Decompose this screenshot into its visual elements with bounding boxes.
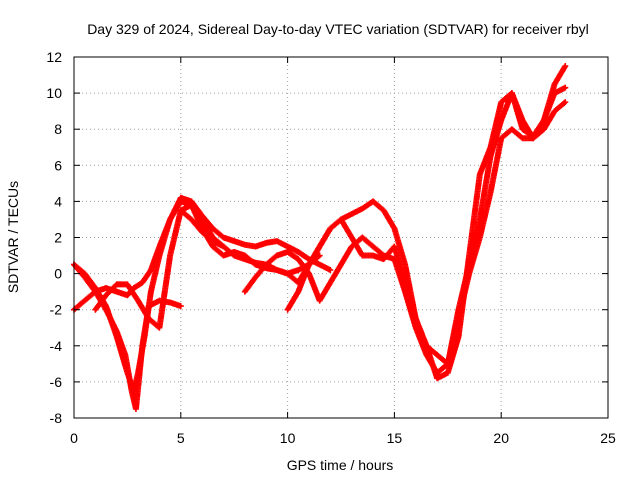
x-tick-label: 0 <box>70 430 78 446</box>
chart-title: Day 329 of 2024, Sidereal Day-to-day VTE… <box>87 21 589 37</box>
data-point <box>562 84 569 91</box>
x-tick-label: 5 <box>177 430 185 446</box>
data-point <box>561 100 568 107</box>
y-tick-label: -6 <box>50 374 63 390</box>
x-axis-label: GPS time / hours <box>287 457 394 473</box>
x-tick-label: 20 <box>493 430 509 446</box>
y-tick-label: 8 <box>54 121 62 137</box>
y-tick-label: -2 <box>50 302 63 318</box>
y-tick-label: 6 <box>54 157 62 173</box>
data-series-track-4 <box>92 207 227 331</box>
y-tick-label: 2 <box>54 230 62 246</box>
data-points <box>71 63 569 412</box>
data-point <box>327 266 334 273</box>
x-tick-label: 10 <box>280 430 296 446</box>
axis-ticks: 0 5 10 15 20 25 -8 -6 -4 -2 0 2 4 6 8 10 12 <box>46 49 616 446</box>
y-tick-label: 4 <box>54 193 62 209</box>
data-point <box>316 252 323 259</box>
data-point <box>562 99 569 106</box>
y-tick-label: -8 <box>50 410 63 426</box>
y-tick-label: 10 <box>46 85 62 101</box>
x-tick-label: 25 <box>600 430 616 446</box>
y-tick-label: -4 <box>50 338 63 354</box>
data-point <box>562 63 569 70</box>
x-tick-label: 15 <box>387 430 403 446</box>
y-tick-label: 0 <box>54 266 62 282</box>
y-tick-label: 12 <box>46 49 62 65</box>
data-point <box>177 303 184 310</box>
data-series-track-7 <box>284 84 569 382</box>
y-axis-label: SDTVAR / TECUs <box>5 181 21 293</box>
